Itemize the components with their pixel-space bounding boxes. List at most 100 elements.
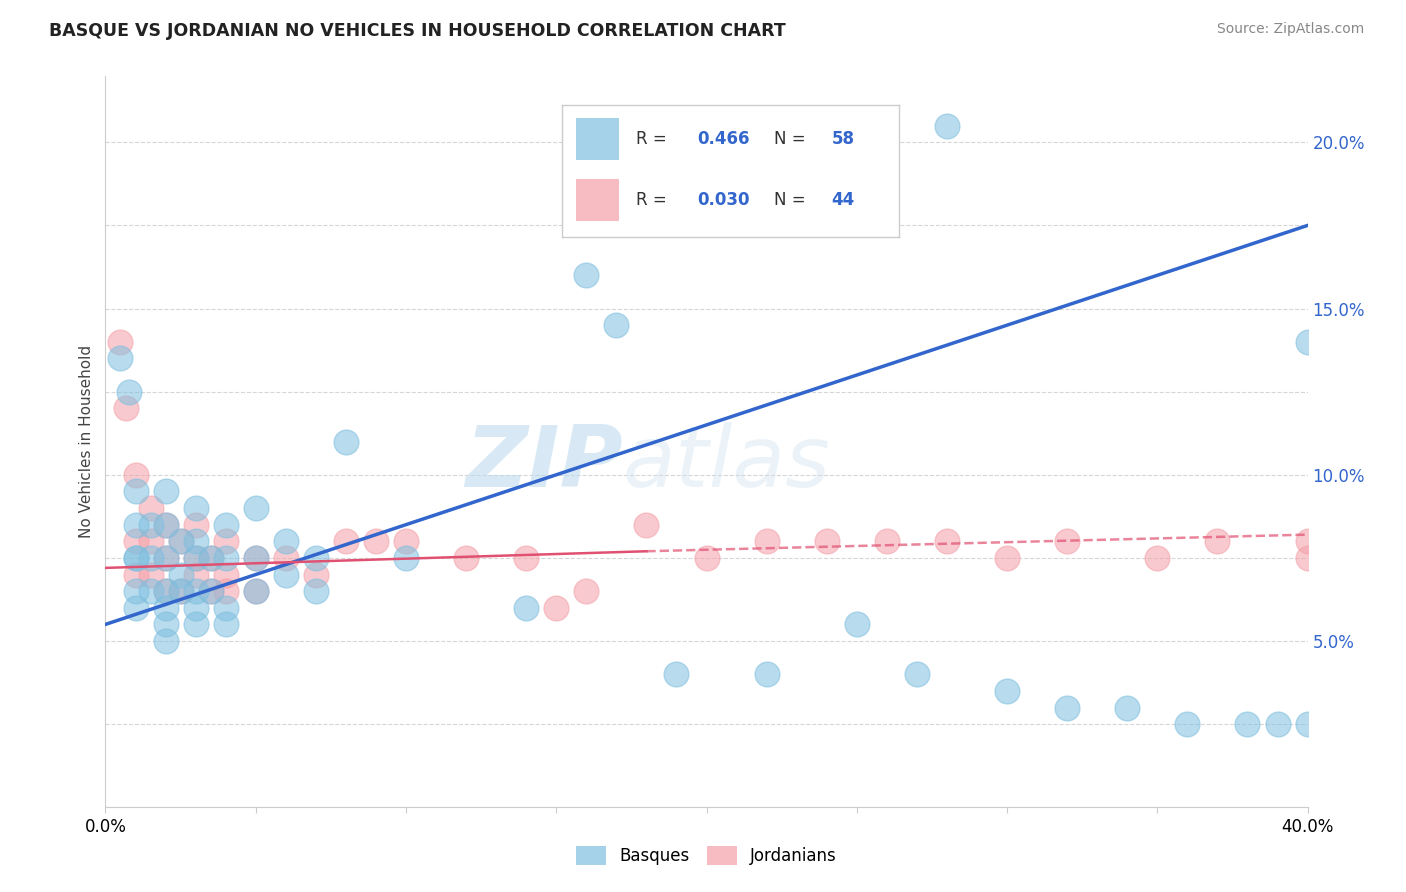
Point	[155, 550, 177, 565]
Point	[575, 584, 598, 599]
Point	[274, 550, 297, 565]
Point	[1177, 717, 1199, 731]
Point	[155, 517, 177, 532]
Point	[169, 567, 191, 582]
Point	[305, 567, 328, 582]
Point	[200, 584, 222, 599]
Point	[1236, 717, 1258, 731]
Point	[115, 401, 138, 416]
Point	[214, 534, 236, 549]
Point	[184, 584, 207, 599]
Point	[1056, 700, 1078, 714]
Point	[214, 517, 236, 532]
Point	[696, 550, 718, 565]
Point	[755, 534, 778, 549]
Point	[245, 550, 267, 565]
Point	[200, 550, 222, 565]
Point	[155, 484, 177, 499]
Point	[335, 434, 357, 449]
Point	[995, 684, 1018, 698]
Point	[395, 550, 418, 565]
Point	[245, 584, 267, 599]
Point	[155, 600, 177, 615]
Point	[155, 584, 177, 599]
Point	[184, 617, 207, 632]
Point	[905, 667, 928, 681]
Point	[1267, 717, 1289, 731]
Point	[184, 501, 207, 516]
Point	[155, 517, 177, 532]
Point	[214, 617, 236, 632]
Point	[245, 501, 267, 516]
Point	[575, 268, 598, 283]
Point	[636, 517, 658, 532]
Point	[214, 567, 236, 582]
Point	[118, 384, 141, 399]
Point	[139, 501, 162, 516]
Point	[124, 550, 146, 565]
Point	[665, 667, 688, 681]
Point	[274, 534, 297, 549]
Point	[184, 567, 207, 582]
Point	[110, 351, 132, 366]
Point	[124, 567, 146, 582]
Point	[335, 534, 357, 549]
Point	[184, 550, 207, 565]
Point	[110, 334, 132, 349]
Y-axis label: No Vehicles in Household: No Vehicles in Household	[79, 345, 94, 538]
Point	[605, 318, 627, 333]
Point	[755, 667, 778, 681]
Point	[169, 584, 191, 599]
Point	[139, 584, 162, 599]
Point	[936, 119, 959, 133]
Point	[245, 550, 267, 565]
Point	[184, 517, 207, 532]
Point	[184, 600, 207, 615]
Point	[124, 467, 146, 482]
Text: atlas: atlas	[623, 422, 831, 505]
Point	[546, 600, 568, 615]
Point	[1296, 717, 1319, 731]
Point	[395, 534, 418, 549]
Point	[274, 567, 297, 582]
Point	[155, 584, 177, 599]
Point	[1116, 700, 1139, 714]
Point	[214, 550, 236, 565]
Point	[139, 567, 162, 582]
Point	[1056, 534, 1078, 549]
Point	[200, 584, 222, 599]
Point	[456, 550, 478, 565]
Point	[845, 617, 868, 632]
Point	[515, 600, 537, 615]
Point	[155, 617, 177, 632]
Point	[124, 550, 146, 565]
Point	[515, 550, 537, 565]
Point	[200, 550, 222, 565]
Point	[124, 584, 146, 599]
Text: Source: ZipAtlas.com: Source: ZipAtlas.com	[1216, 22, 1364, 37]
Point	[1296, 534, 1319, 549]
Point	[155, 634, 177, 648]
Point	[876, 534, 898, 549]
Point	[124, 484, 146, 499]
Legend: Basques, Jordanians: Basques, Jordanians	[569, 839, 844, 872]
Point	[936, 534, 959, 549]
Point	[995, 550, 1018, 565]
Point	[1146, 550, 1168, 565]
Point	[184, 550, 207, 565]
Point	[155, 550, 177, 565]
Point	[169, 534, 191, 549]
Point	[1296, 334, 1319, 349]
Point	[815, 534, 838, 549]
Point	[305, 550, 328, 565]
Point	[139, 550, 162, 565]
Point	[364, 534, 387, 549]
Point	[1206, 534, 1229, 549]
Point	[124, 600, 146, 615]
Point	[169, 584, 191, 599]
Point	[124, 517, 146, 532]
Point	[1296, 550, 1319, 565]
Point	[214, 600, 236, 615]
Text: BASQUE VS JORDANIAN NO VEHICLES IN HOUSEHOLD CORRELATION CHART: BASQUE VS JORDANIAN NO VEHICLES IN HOUSE…	[49, 22, 786, 40]
Point	[124, 534, 146, 549]
